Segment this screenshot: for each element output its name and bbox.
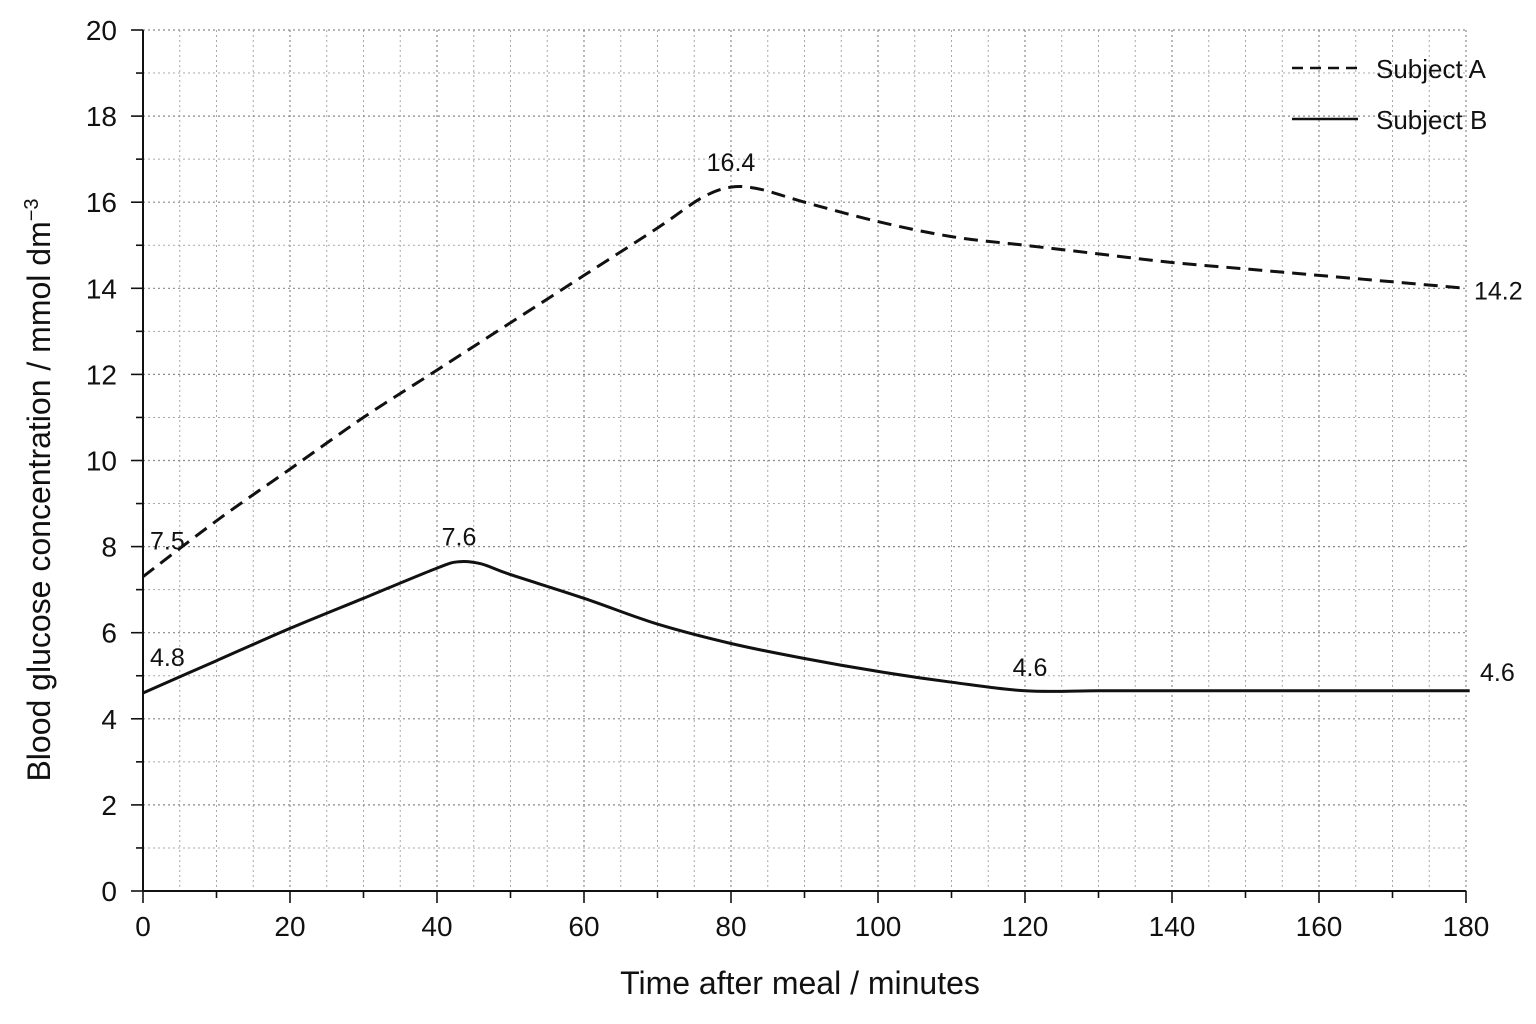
legend-label-subject-b: Subject B [1376, 105, 1487, 135]
data-label: 16.4 [707, 149, 756, 177]
y-axis-title-main: Blood glucose concentration / mmol dm [21, 221, 57, 781]
x-tick-label: 100 [855, 911, 902, 942]
y-tick-label: 14 [86, 273, 117, 304]
x-tick-label: 180 [1443, 911, 1490, 942]
ticks: 0 20 40 60 80 100 120 140 160 180 0 2 4 6 8 10 12 14 16 18 2… [86, 15, 1490, 942]
x-tick-label: 120 [1002, 911, 1049, 942]
data-label: 7.6 [442, 524, 477, 552]
y-tick-label: 8 [101, 532, 117, 563]
y-tick-label: 0 [101, 876, 117, 907]
x-tick-label: 160 [1296, 911, 1343, 942]
data-label: 4.6 [1013, 654, 1048, 682]
series-line-subject-a [142, 185, 1467, 578]
y-tick-label: 16 [86, 187, 117, 218]
y-tick-label: 20 [86, 15, 117, 46]
y-tick-label: 6 [101, 618, 117, 649]
x-tick-label: 20 [274, 911, 305, 942]
data-labels: 7.5 16.4 14.2 4.8 7.6 4.6 4.6 [150, 149, 1523, 687]
x-tick-label: 40 [421, 911, 452, 942]
data-label: 14.2 [1474, 277, 1523, 305]
y-axis-title-superscript: −3 [21, 198, 43, 221]
data-label: 4.6 [1480, 659, 1515, 687]
grid [143, 29, 1467, 891]
x-tick-label: 80 [715, 911, 746, 942]
legend: Subject A Subject B [1292, 54, 1487, 135]
y-tick-label: 2 [101, 790, 117, 821]
y-tick-label: 18 [86, 101, 117, 132]
series [142, 185, 1470, 695]
series-line-subject-b [142, 559, 1470, 695]
x-axis-title: Time after meal / minutes [620, 965, 980, 1001]
y-tick-label: 4 [101, 704, 117, 735]
x-tick-label: 0 [135, 911, 151, 942]
y-axis-title: Blood glucose concentration / mmol dm−3 [21, 198, 57, 781]
y-tick-label: 12 [86, 359, 117, 390]
legend-label-subject-a: Subject A [1376, 54, 1487, 84]
x-tick-label: 60 [568, 911, 599, 942]
data-label: 4.8 [150, 644, 185, 672]
y-tick-label: 10 [86, 446, 117, 477]
data-label: 7.5 [150, 528, 185, 556]
x-tick-label: 140 [1149, 911, 1196, 942]
